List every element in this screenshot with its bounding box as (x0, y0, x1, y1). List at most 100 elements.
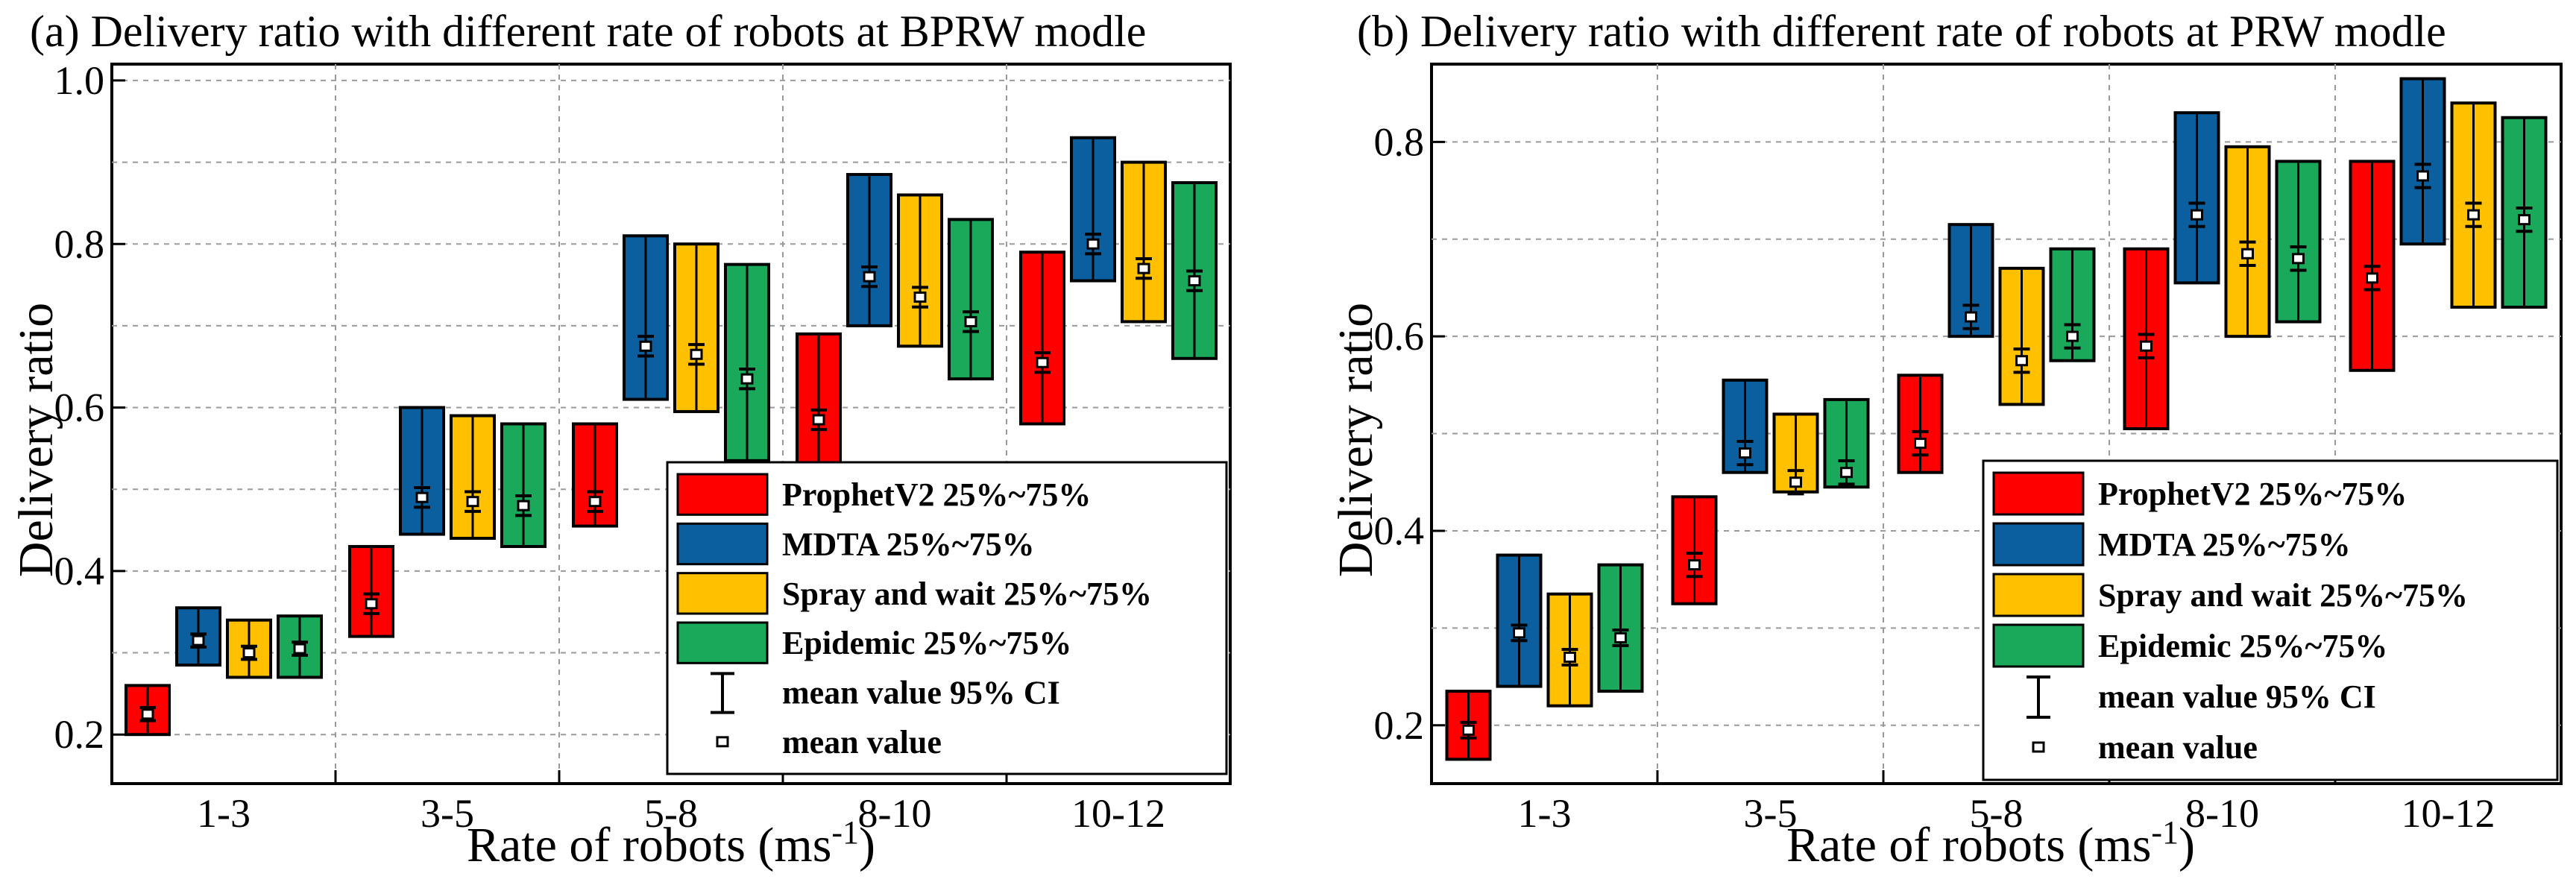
legend-label: ProphetV2 25%~75% (782, 476, 1091, 513)
mean-marker (964, 315, 977, 327)
y-ticks: 0.2 0.4 0.6 0.8 1.0 (54, 58, 125, 757)
x-axis-label-main: Rate of robots (ms (1786, 818, 2151, 872)
x-tick-label: 1-3 (1518, 791, 1572, 836)
mean-marker (192, 634, 205, 646)
chart-title: (b) Delivery ratio with different rate o… (1357, 7, 2446, 56)
mean-marker (1914, 438, 1927, 450)
mean-marker (1137, 262, 1150, 274)
plot-frame (1430, 63, 2563, 785)
y-tick-label: 1.0 (54, 58, 105, 103)
legend-swatch (1992, 522, 2085, 567)
mean-marker (1614, 632, 1627, 643)
x-axis-label-sup: -1 (831, 814, 859, 851)
mean-marker (690, 348, 703, 360)
legend-label: mean value 95% CI (782, 675, 1060, 711)
legend-mean-symbol (2032, 741, 2045, 753)
y-tick-label: 0.4 (54, 549, 105, 593)
mean-marker (913, 292, 927, 303)
x-tick-label: 3-5 (1744, 791, 1798, 836)
legend-mean-symbol (716, 736, 729, 748)
mean-marker (415, 491, 429, 503)
mean-marker (1688, 559, 1701, 571)
legend-swatch (676, 572, 769, 615)
mean-marker (141, 708, 154, 720)
mean-marker (639, 340, 652, 352)
panel-a: (a) Delivery ratio with different rate o… (9, 7, 1232, 872)
mean-marker (2416, 170, 2429, 182)
legend-swatch (676, 473, 769, 516)
x-tick-label: 3-5 (421, 791, 474, 836)
mean-marker (2292, 253, 2305, 265)
mean-marker (1739, 447, 1751, 459)
x-ticks: 1-3 3-5 5-8 8-10 10-12 (197, 770, 1165, 836)
mean-marker (1188, 275, 1201, 287)
legend-label: mean value (782, 724, 942, 760)
box-layer (1445, 77, 2548, 761)
box-layer (125, 136, 1218, 737)
mean-marker (2066, 330, 2079, 342)
mean-marker (1036, 356, 1049, 368)
legend-label: mean value 95% CI (2098, 678, 2376, 715)
mean-marker (2015, 355, 2028, 367)
mean-marker (588, 496, 602, 508)
y-tick-label: 0.8 (1374, 119, 1425, 164)
mean-marker (1965, 311, 1977, 323)
mean-marker (2191, 209, 2203, 221)
y-tick-label: 0.2 (54, 712, 105, 757)
panel-b: (b) Delivery ratio with different rate o… (1329, 7, 2563, 872)
mean-marker (1086, 238, 1100, 250)
legend: ProphetV2 25%~75% MDTA 25%~75% Spray and w… (666, 461, 1228, 775)
mean-marker (812, 414, 825, 426)
y-tick-label: 0.6 (54, 385, 105, 430)
y-tick-label: 0.4 (1374, 508, 1425, 553)
mean-marker (1462, 724, 1475, 736)
x-tick-label: 5-8 (1970, 791, 2024, 836)
y-axis-label: Delivery ratio (1329, 303, 1383, 577)
y-tick-label: 0.2 (1374, 703, 1425, 748)
legend-swatch (1992, 471, 2085, 516)
mean-marker (2241, 248, 2254, 259)
mean-marker (740, 373, 754, 385)
legend-label: MDTA 25%~75% (782, 526, 1035, 563)
legend-label: Spray and wait 25%~75% (2098, 577, 2468, 614)
mean-marker (293, 643, 306, 655)
y-axis-label: Delivery ratio (9, 303, 63, 577)
x-ticks: 1-3 3-5 5-8 8-10 10-12 (1518, 770, 2495, 836)
mean-marker (1513, 627, 1525, 639)
mean-marker (466, 496, 479, 508)
y-tick-label: 0.6 (1374, 314, 1425, 359)
x-tick-label: 8-10 (2185, 791, 2259, 836)
mean-marker (1789, 476, 1802, 488)
x-axis-label-sup: -1 (2151, 814, 2179, 851)
legend-label: ProphetV2 25%~75% (2098, 476, 2407, 512)
x-tick-label: 5-8 (644, 791, 698, 836)
mean-marker (2518, 214, 2531, 226)
x-axis-label-close: ) (859, 818, 875, 872)
chart-title: (a) Delivery ratio with different rate o… (30, 7, 1146, 56)
legend-label: Epidemic 25%~75% (782, 625, 1071, 661)
mean-marker (242, 647, 256, 659)
x-axis-label: Rate of robots (ms-1) (1786, 814, 2195, 872)
legend-swatch (1992, 573, 2085, 617)
legend-label: Epidemic 25%~75% (2098, 628, 2387, 664)
legend-label: MDTA 25%~75% (2098, 526, 2351, 563)
x-tick-label: 10-12 (1071, 791, 1165, 836)
mean-marker (863, 271, 876, 283)
x-tick-label: 10-12 (2402, 791, 2495, 836)
plot-frame (110, 63, 1232, 785)
mean-marker (1840, 467, 1853, 479)
mean-marker (2366, 272, 2378, 284)
legend-label: Spray and wait 25%~75% (782, 576, 1152, 612)
legend-label: mean value (2098, 729, 2258, 766)
mean-marker (2140, 340, 2153, 352)
mean-marker (517, 500, 530, 511)
y-tick-label: 0.8 (54, 221, 105, 266)
x-axis-label: Rate of robots (ms-1) (467, 814, 875, 872)
mean-marker (1563, 651, 1576, 663)
legend-swatch (676, 621, 769, 664)
x-axis-label-close: ) (2179, 818, 2195, 872)
legend-swatch (676, 522, 769, 566)
x-tick-label: 1-3 (197, 791, 251, 836)
mean-marker (2467, 209, 2480, 221)
